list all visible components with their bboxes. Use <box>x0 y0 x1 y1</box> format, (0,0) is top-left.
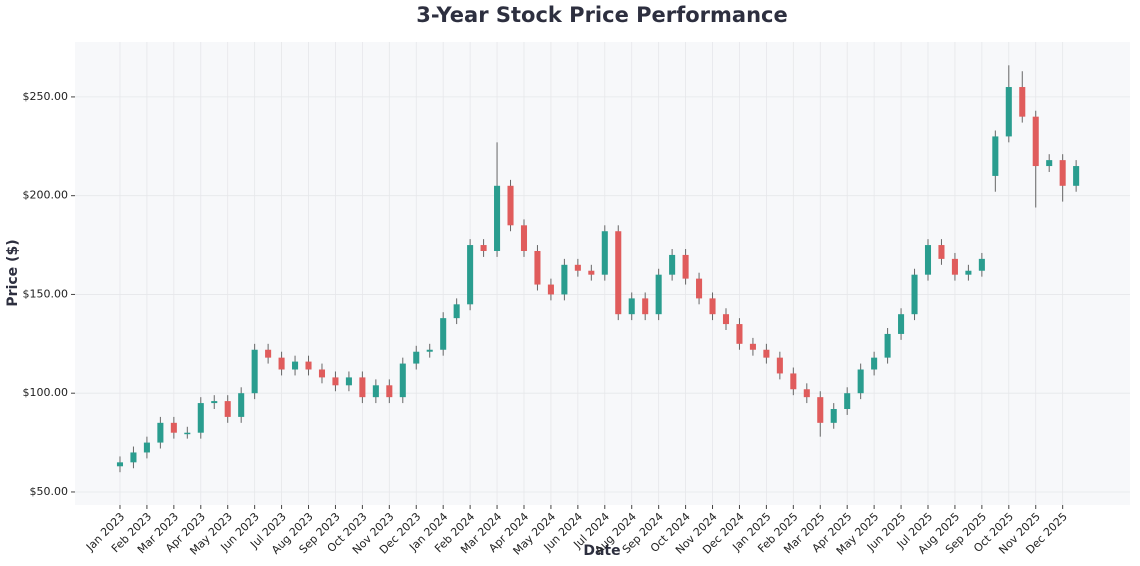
y-tick-label: $150.00 <box>23 287 69 300</box>
candle-body <box>722 314 730 325</box>
y-tick-label: $50.00 <box>30 485 69 498</box>
chart-title: 3-Year Stock Price Performance <box>416 3 787 27</box>
candle-body <box>157 422 164 443</box>
candle-body <box>359 377 366 398</box>
y-axis-label: Price ($) <box>5 239 21 306</box>
y-tick-label: $100.00 <box>23 386 69 399</box>
candle-body <box>426 349 433 352</box>
candle-body <box>116 462 124 467</box>
y-tick-label: $250.00 <box>23 90 69 103</box>
candle-body <box>1073 166 1080 186</box>
candle-body <box>830 409 837 423</box>
candle-body <box>844 393 851 410</box>
candle-body <box>143 442 150 453</box>
candle-body <box>238 393 245 417</box>
candle-body <box>332 377 339 386</box>
candle-body <box>776 357 783 374</box>
candle-body <box>1046 160 1053 167</box>
candle-body <box>534 250 541 285</box>
candle-body <box>763 349 770 358</box>
candle-body <box>951 258 958 275</box>
candle-body <box>547 284 554 295</box>
candle-body <box>1059 160 1066 186</box>
candle-body <box>265 349 272 358</box>
candle-body <box>588 270 595 275</box>
candle-body <box>682 254 689 279</box>
candle-body <box>467 245 474 305</box>
candle-body <box>345 377 352 386</box>
candle-body <box>736 324 743 344</box>
candle-body <box>507 185 514 226</box>
candle-body <box>857 369 864 394</box>
candle-body <box>1019 87 1026 117</box>
candle-body <box>318 369 326 378</box>
candle-body <box>601 231 608 275</box>
candle-body <box>278 357 285 370</box>
candle-body <box>696 278 703 299</box>
candle-body <box>480 245 487 251</box>
candle-body <box>615 231 622 315</box>
candle-body <box>561 264 568 295</box>
candle-body <box>292 361 299 370</box>
candle-body <box>992 136 999 176</box>
candle-body <box>884 333 891 358</box>
candle-body <box>911 274 918 315</box>
candle-body <box>197 403 204 433</box>
candle-body <box>1005 87 1012 137</box>
candle-body <box>372 385 379 398</box>
candle-body <box>938 245 945 259</box>
candle-body <box>965 270 972 275</box>
candle-body <box>440 318 447 350</box>
candle-body <box>386 385 393 398</box>
candle-body <box>790 373 797 390</box>
candle-body <box>413 351 420 364</box>
candle-body <box>1032 116 1039 167</box>
candle-body <box>170 422 177 433</box>
candle-body <box>871 357 878 370</box>
candle-body <box>817 397 824 423</box>
candle-body <box>130 452 137 463</box>
x-axis-label: Date <box>583 543 620 559</box>
candle-body <box>642 298 649 315</box>
candle-body <box>749 343 756 350</box>
candle-body <box>520 225 528 251</box>
candle-body <box>898 314 905 334</box>
candle-body <box>224 401 231 417</box>
candle-body <box>453 304 460 319</box>
candle-body <box>184 432 191 435</box>
candle-body <box>251 349 258 394</box>
candle-body <box>211 401 218 404</box>
candle-body <box>803 389 810 398</box>
candle-body <box>924 245 932 275</box>
candle-body <box>574 264 581 271</box>
candle-body <box>494 185 501 251</box>
y-tick-label: $200.00 <box>23 189 69 202</box>
candle-body <box>655 274 662 315</box>
candle-body <box>669 254 676 275</box>
candle-body <box>399 363 406 398</box>
candle-body <box>628 298 635 315</box>
candle-body <box>305 361 312 370</box>
candle-body <box>709 298 716 315</box>
candle-body <box>978 258 985 271</box>
